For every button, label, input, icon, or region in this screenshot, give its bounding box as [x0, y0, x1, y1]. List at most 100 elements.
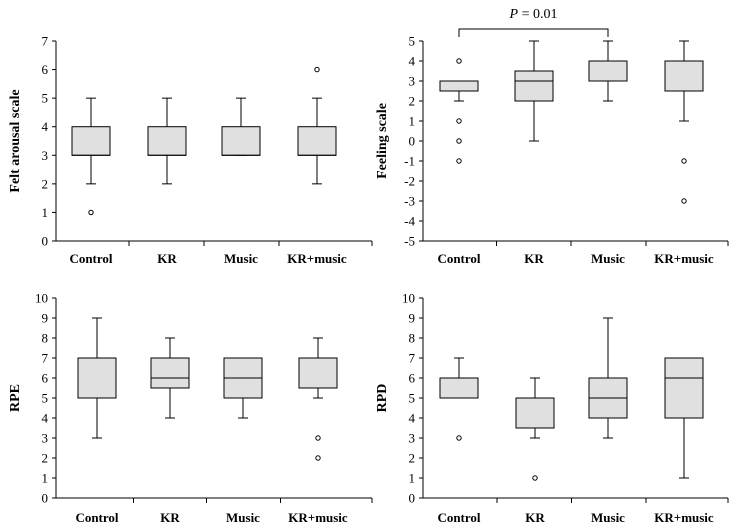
outlier-point	[681, 198, 687, 204]
y-tick-label: 3	[409, 431, 416, 446]
y-tick-label: 1	[409, 114, 416, 129]
box-rect	[221, 126, 261, 156]
y-tick-label: -4	[404, 214, 415, 229]
y-tick-label: 3	[42, 148, 49, 163]
chart-panel-1: 0 1 2 3 4 5 6 7 Control KR Music KR+music Felt arous…	[8, 34, 373, 266]
x-category-label: Control	[437, 510, 480, 525]
y-axis-title: Feeling scale	[375, 103, 390, 179]
box-music	[588, 40, 628, 102]
y-tick-label: -3	[404, 194, 415, 209]
x-category-label: Control	[75, 510, 118, 525]
y-tick-label: 0	[42, 491, 49, 506]
y-tick-label: 2	[409, 94, 416, 109]
box-rect	[588, 60, 628, 82]
y-tick-label: 2	[42, 176, 49, 191]
y-tick-label: -2	[404, 174, 415, 189]
outlier-point	[456, 435, 462, 441]
box-kr-plus-music	[297, 66, 337, 185]
chart-panel-2: -5 -4 -3 -2 -1 0 1 2 3 4 5 Control KR Music KR+music Fe…	[375, 7, 729, 266]
p-value-label: P = 0.01	[509, 7, 558, 22]
box-rect	[515, 397, 555, 429]
y-tick-label: 9	[409, 311, 416, 326]
y-tick-label: 7	[42, 351, 49, 366]
box-rect	[439, 377, 479, 399]
y-tick-label: 3	[409, 74, 416, 89]
box-music	[223, 357, 263, 419]
y-tick-label: 8	[409, 331, 416, 346]
x-category-label: KR+music	[288, 510, 348, 525]
box-rect	[439, 80, 479, 92]
box-rect	[71, 126, 111, 156]
outlier-point	[315, 435, 321, 441]
y-tick-label: -5	[404, 234, 415, 249]
x-category-label: Music	[224, 251, 258, 266]
y-tick-label: 4	[409, 411, 416, 426]
box-control	[77, 317, 117, 439]
y-tick-label: 5	[409, 34, 416, 49]
chart-panel-3: 0 1 2 3 4 5 6 7 8 9 10 Control KR Music KR+music RPE	[8, 291, 373, 525]
y-tick-label: 5	[42, 391, 49, 406]
box-kr	[515, 377, 555, 481]
x-category-label: KR	[525, 510, 545, 525]
y-tick-label: 8	[42, 331, 49, 346]
box-rect	[514, 70, 554, 102]
x-category-label: Control	[69, 251, 112, 266]
box-rect	[297, 126, 337, 156]
outlier-point	[532, 475, 538, 481]
outlier-point	[456, 58, 462, 64]
box-music	[221, 97, 261, 156]
y-tick-label: 6	[42, 62, 49, 77]
y-tick-label: 2	[42, 451, 49, 466]
outlier-point	[456, 118, 462, 124]
x-category-label: KR	[524, 251, 544, 266]
y-tick-label: 7	[409, 351, 416, 366]
box-rect	[298, 357, 338, 389]
x-category-label: Music	[226, 510, 260, 525]
x-category-label: Music	[591, 251, 625, 266]
box-control	[439, 357, 479, 441]
x-category-label: KR	[157, 251, 177, 266]
y-tick-label: -1	[404, 154, 415, 169]
box-kr	[514, 40, 554, 142]
y-tick-label: 0	[42, 234, 49, 249]
chart-panel-4: 0 1 2 3 4 5 6 7 8 9 10 Control KR Music KR+music RPD	[375, 291, 729, 525]
outlier-point	[456, 138, 462, 144]
y-tick-label: 7	[42, 34, 49, 49]
y-tick-label: 4	[42, 119, 49, 134]
outlier-point	[315, 455, 321, 461]
outlier-point	[88, 209, 94, 216]
box-control	[439, 58, 479, 164]
x-category-label: KR+music	[287, 251, 347, 266]
y-tick-label: 9	[42, 311, 49, 326]
x-category-label: KR+music	[654, 510, 714, 525]
outlier-point	[314, 66, 320, 73]
x-category-label: Control	[437, 251, 480, 266]
x-category-label: KR+music	[654, 251, 714, 266]
y-axis-title: Felt arousal scale	[8, 89, 23, 192]
y-tick-label: 10	[402, 291, 415, 306]
box-rect	[147, 126, 187, 156]
significance-bracket	[458, 28, 609, 37]
box-kr	[150, 337, 190, 419]
significance-annotation: P = 0.01	[458, 7, 609, 37]
y-tick-label: 6	[409, 371, 416, 386]
box-kr-plus-music	[664, 357, 704, 479]
y-tick-label: 0	[409, 134, 416, 149]
box-music	[588, 317, 628, 439]
y-tick-label: 5	[409, 391, 416, 406]
box-control	[71, 97, 111, 216]
y-tick-label: 0	[409, 491, 416, 506]
x-category-label: Music	[591, 510, 625, 525]
box-kr-plus-music	[298, 337, 338, 461]
y-tick-label: 5	[42, 91, 49, 106]
y-tick-label: 4	[409, 54, 416, 69]
box-rect	[150, 357, 190, 389]
y-tick-label: 1	[42, 471, 49, 486]
box-rect	[77, 357, 117, 399]
y-tick-label: 1	[409, 471, 416, 486]
outlier-point	[456, 158, 462, 164]
x-category-label: KR	[160, 510, 180, 525]
y-axis-title: RPE	[8, 384, 23, 412]
box-rect	[664, 357, 704, 419]
